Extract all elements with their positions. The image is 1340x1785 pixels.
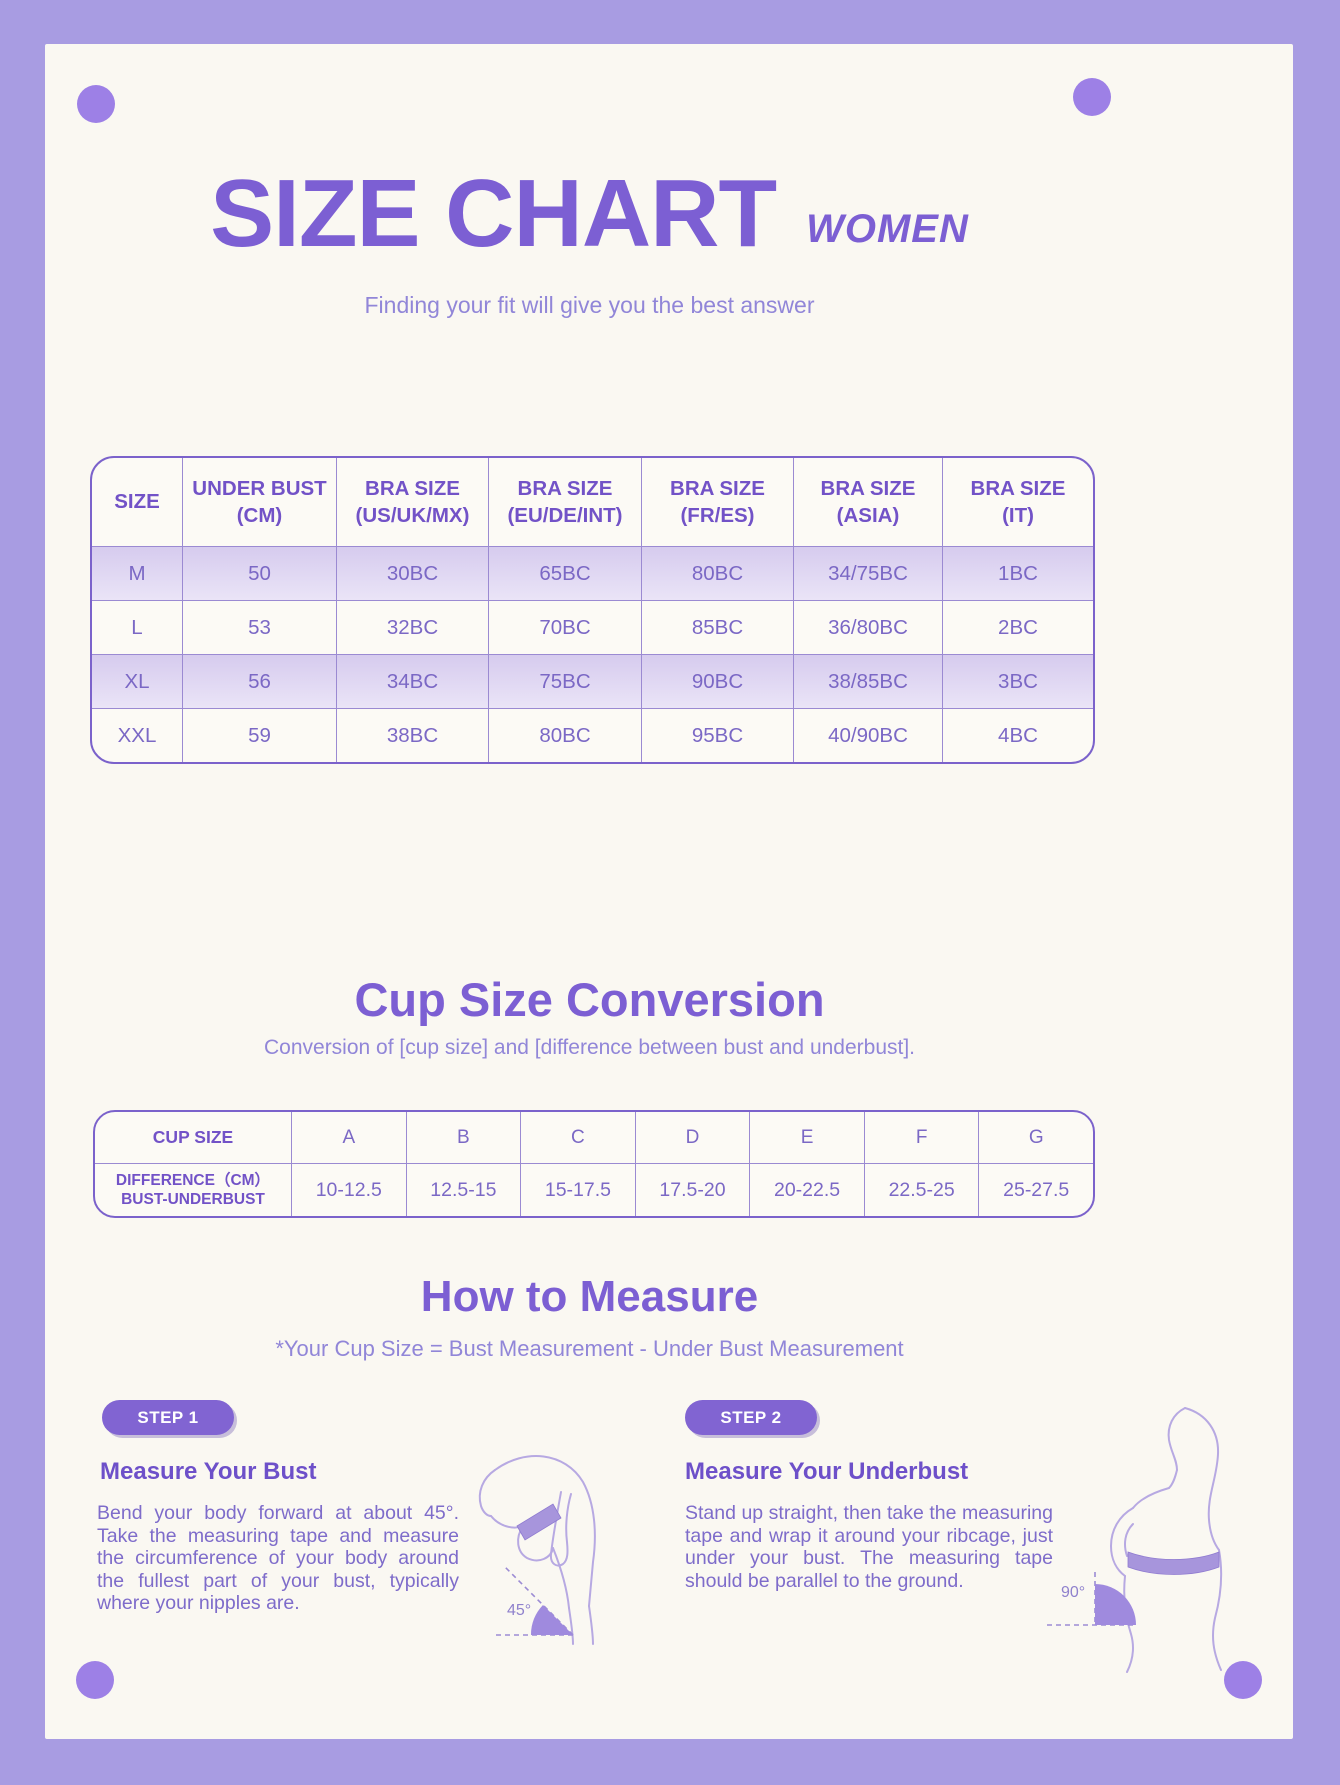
corner-dot-bottom-right xyxy=(1224,1661,1262,1699)
table-cell: 65BC xyxy=(488,547,641,600)
difference-cell: 22.5-25 xyxy=(863,1164,979,1216)
table-cell: 2BC xyxy=(942,601,1093,654)
header-line1: BRA SIZE xyxy=(365,476,460,500)
table-cell: XXL xyxy=(117,723,157,747)
table-cell: M xyxy=(128,561,146,585)
difference-label-line1: DIFFERENCE（CM） xyxy=(115,1171,271,1189)
header-line2: (US/UK/MX) xyxy=(355,504,470,527)
size-table-row-l: L 53 32BC 70BC 85BC 36/80BC 2BC xyxy=(92,600,1093,654)
difference-cell: 20-22.5 xyxy=(749,1164,864,1216)
column-header-asia: BRA SIZE (ASIA) xyxy=(793,458,942,546)
step-2-badge: STEP 2 xyxy=(685,1400,817,1435)
cup-size-label: CUP SIZE xyxy=(152,1127,234,1147)
column-header-fr-es: BRA SIZE (FR/ES) xyxy=(641,458,793,546)
table-cell: 95BC xyxy=(641,709,793,762)
angle-45-label: 45° xyxy=(507,1602,532,1619)
cup-cell: F xyxy=(863,1112,979,1163)
header-line2: (IT) xyxy=(1002,504,1034,527)
table-cell: L xyxy=(131,615,143,639)
cup-cell: G xyxy=(978,1112,1093,1163)
cup-cell: C xyxy=(520,1112,635,1163)
table-cell: 80BC xyxy=(488,709,641,762)
table-cell: 36/80BC xyxy=(793,601,942,654)
difference-cell: 10-12.5 xyxy=(291,1164,406,1216)
difference-label: DIFFERENCE（CM） BUST-UNDERBUST xyxy=(95,1164,291,1216)
header-line1: UNDER BUST xyxy=(192,476,327,500)
column-header-it: BRA SIZE (IT) xyxy=(942,458,1093,546)
underbust-measure-illustration xyxy=(1035,1404,1250,1674)
cup-table-header-row: CUP SIZE A B C D E F G xyxy=(95,1112,1093,1163)
step-1-badge: STEP 1 xyxy=(102,1400,234,1435)
table-cell: 75BC xyxy=(488,655,641,708)
corner-dot-top-left xyxy=(77,85,115,123)
column-header-underbust: UNDER BUST (CM) xyxy=(182,458,336,546)
table-cell: 40/90BC xyxy=(793,709,942,762)
header-line1: BRA SIZE xyxy=(820,476,916,500)
cup-cell: B xyxy=(405,1112,521,1163)
header-line2: (FR/ES) xyxy=(680,504,755,527)
difference-label-line2: BUST-UNDERBUST xyxy=(121,1191,265,1208)
size-chart-card: SIZE CHART WOMEN Finding your fit will g… xyxy=(45,44,1293,1739)
header-line1: BRA SIZE xyxy=(517,476,613,500)
header-line1: BRA SIZE xyxy=(970,476,1066,500)
difference-cell: 17.5-20 xyxy=(634,1164,750,1216)
cup-cell: A xyxy=(291,1112,406,1163)
size-table-row-m: M 50 30BC 65BC 80BC 34/75BC 1BC xyxy=(92,546,1093,600)
header-line2: (EU/DE/INT) xyxy=(507,504,623,527)
difference-cell: 12.5-15 xyxy=(405,1164,521,1216)
page-title-suffix: WOMEN xyxy=(806,207,969,251)
page-title: SIZE CHART xyxy=(210,160,777,267)
table-cell: 53 xyxy=(182,601,336,654)
step-1-body: Bend your body forward at about 45°. Tak… xyxy=(97,1502,459,1615)
header-line2: (CM) xyxy=(236,504,283,527)
header-line1: BRA SIZE xyxy=(670,476,765,500)
size-table-row-xl: XL 56 34BC 75BC 90BC 38/85BC 3BC xyxy=(92,654,1093,708)
table-cell: 38BC xyxy=(336,709,488,762)
table-cell: 85BC xyxy=(641,601,793,654)
cup-cell: D xyxy=(634,1112,750,1163)
table-cell: 38/85BC xyxy=(793,655,942,708)
difference-cell: 25-27.5 xyxy=(978,1164,1093,1216)
angle-90-label: 90° xyxy=(1061,1584,1086,1601)
table-cell: 32BC xyxy=(336,601,488,654)
table-cell: 3BC xyxy=(942,655,1093,708)
table-cell: 70BC xyxy=(488,601,641,654)
table-cell: 59 xyxy=(182,709,336,762)
cup-section-subtitle: Conversion of [cup size] and [difference… xyxy=(263,1036,916,1059)
table-cell: 34/75BC xyxy=(793,547,942,600)
cup-cell: E xyxy=(749,1112,864,1163)
size-table-header-row: SIZE UNDER BUST (CM) BRA SIZE (US/UK/MX)… xyxy=(92,458,1093,546)
header-line1: SIZE xyxy=(114,490,160,514)
table-cell: 56 xyxy=(182,655,336,708)
table-cell: 30BC xyxy=(336,547,488,600)
how-to-measure-title: How to Measure xyxy=(420,1272,759,1321)
title-row: SIZE CHART WOMEN xyxy=(88,166,1091,262)
step-1-heading: Measure Your Bust xyxy=(100,1458,317,1485)
how-to-measure-subtitle: *Your Cup Size = Bust Measurement - Unde… xyxy=(275,1336,904,1361)
cup-table-difference-row: DIFFERENCE（CM） BUST-UNDERBUST 10-12.5 12… xyxy=(95,1163,1093,1216)
page-subtitle: Finding your fit will give you the best … xyxy=(364,292,815,318)
cup-conversion-table: CUP SIZE A B C D E F G DIFFERENCE（CM） BU… xyxy=(93,1110,1095,1218)
column-header-eu-de-int: BRA SIZE (EU/DE/INT) xyxy=(488,458,641,546)
column-header-us-uk-mx: BRA SIZE (US/UK/MX) xyxy=(336,458,488,546)
table-cell: 50 xyxy=(182,547,336,600)
table-cell: 34BC xyxy=(336,655,488,708)
table-cell: 4BC xyxy=(942,709,1093,762)
table-cell: 90BC xyxy=(641,655,793,708)
step-2-heading: Measure Your Underbust xyxy=(685,1458,969,1485)
size-table: SIZE UNDER BUST (CM) BRA SIZE (US/UK/MX)… xyxy=(90,456,1095,764)
step-2-body: Stand up straight, then take the measuri… xyxy=(685,1502,1053,1592)
bust-measure-illustration xyxy=(465,1430,655,1645)
table-cell: 80BC xyxy=(641,547,793,600)
table-cell: XL xyxy=(124,669,150,693)
column-header-size: SIZE xyxy=(92,458,182,546)
header-line2: (ASIA) xyxy=(836,504,900,527)
size-table-row-xxl: XXL 59 38BC 80BC 95BC 40/90BC 4BC xyxy=(92,708,1093,762)
table-cell: 1BC xyxy=(942,547,1093,600)
corner-dot-top-right xyxy=(1073,78,1111,116)
difference-cell: 15-17.5 xyxy=(520,1164,635,1216)
corner-dot-bottom-left xyxy=(76,1661,114,1699)
cup-section-title: Cup Size Conversion xyxy=(354,973,825,1026)
